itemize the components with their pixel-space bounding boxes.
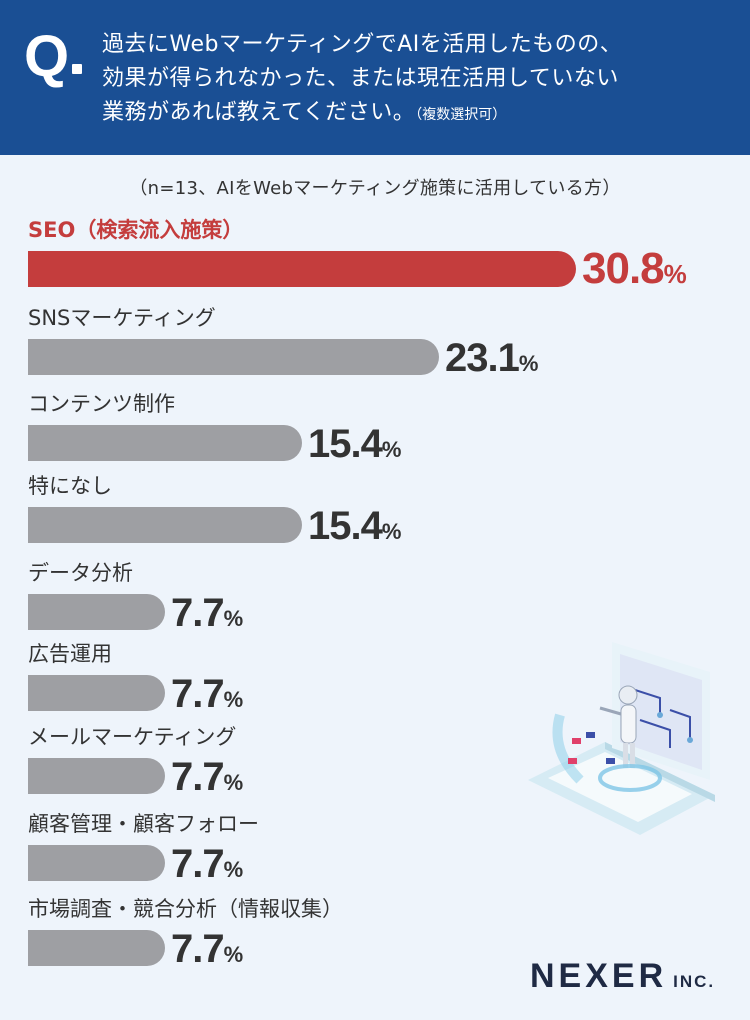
bar — [28, 758, 165, 794]
ai-laptop-illustration — [528, 642, 715, 835]
bar-left-cap — [28, 425, 46, 461]
value-label: 7.7% — [171, 927, 243, 971]
question-line-3-text: 業務があれば教えてください。 — [102, 100, 416, 125]
bar — [28, 339, 439, 375]
unit-label: % — [664, 259, 687, 289]
robot-icon — [599, 685, 638, 768]
bar-left-cap — [28, 594, 46, 630]
question-header: Q 過去にWebマーケティングでAIを活用したものの、 効果が得られなかった、ま… — [0, 0, 750, 155]
category-label: データ分析 — [28, 561, 133, 585]
brand-suffix: INC. — [673, 972, 716, 991]
bar-left-cap — [28, 251, 46, 287]
q-dot — [72, 64, 82, 74]
value-label: 15.4% — [308, 504, 401, 548]
question-note: （複数選択可） — [415, 107, 507, 123]
value-label: 7.7% — [171, 755, 243, 799]
question-line-3: 業務があれば教えてください。（複数選択可） — [102, 96, 732, 132]
category-label: 市場調査・競合分析（情報収集） — [28, 897, 343, 921]
brand-name: NEXER — [530, 957, 668, 995]
category-label: 広告運用 — [28, 642, 112, 666]
unit-label: % — [519, 351, 538, 376]
bar — [28, 594, 165, 630]
unit-label: % — [382, 519, 401, 544]
hologram-ring-icon — [552, 713, 662, 792]
question-line-2: 効果が得られなかった、または現在活用していない — [102, 66, 619, 91]
question-text: 過去にWebマーケティングでAIを活用したものの、 効果が得られなかった、または… — [102, 28, 732, 132]
category-label: 特になし — [28, 474, 112, 498]
q-mark: Q — [24, 24, 70, 89]
unit-label: % — [382, 437, 401, 462]
bar — [28, 845, 165, 881]
value-label: 7.7% — [171, 842, 243, 886]
bar-left-cap — [28, 339, 46, 375]
nexer-logo: NEXER INC. — [530, 957, 715, 996]
bar — [28, 425, 302, 461]
value-label: 15.4% — [308, 422, 401, 466]
question-line-1: 過去にWebマーケティングでAIを活用したものの、 — [102, 32, 623, 57]
bar-left-cap — [28, 507, 46, 543]
bar-left-cap — [28, 930, 46, 966]
sample-note: （n=13、AIをWebマーケティング施策に活用している方） — [129, 178, 621, 199]
unit-label: % — [224, 770, 243, 795]
unit-label: % — [224, 687, 243, 712]
value-label: 23.1% — [445, 336, 538, 380]
bar-left-cap — [28, 845, 46, 881]
value-label: 7.7% — [171, 672, 243, 716]
bar-left-cap — [28, 675, 46, 711]
bar — [28, 507, 302, 543]
unit-label: % — [224, 857, 243, 882]
category-label: コンテンツ制作 — [28, 392, 175, 416]
bar — [28, 251, 576, 287]
value-label: 7.7% — [171, 591, 243, 635]
unit-label: % — [224, 942, 243, 967]
bar — [28, 930, 165, 966]
unit-label: % — [224, 606, 243, 631]
bar — [28, 675, 165, 711]
category-label: SEO（検索流入施策） — [28, 218, 243, 242]
category-label: SNSマーケティング — [28, 306, 216, 330]
value-label: 30.8% — [582, 244, 687, 293]
bar-left-cap — [28, 758, 46, 794]
category-label: メールマーケティング — [28, 725, 236, 749]
category-label: 顧客管理・顧客フォロー — [28, 812, 259, 836]
